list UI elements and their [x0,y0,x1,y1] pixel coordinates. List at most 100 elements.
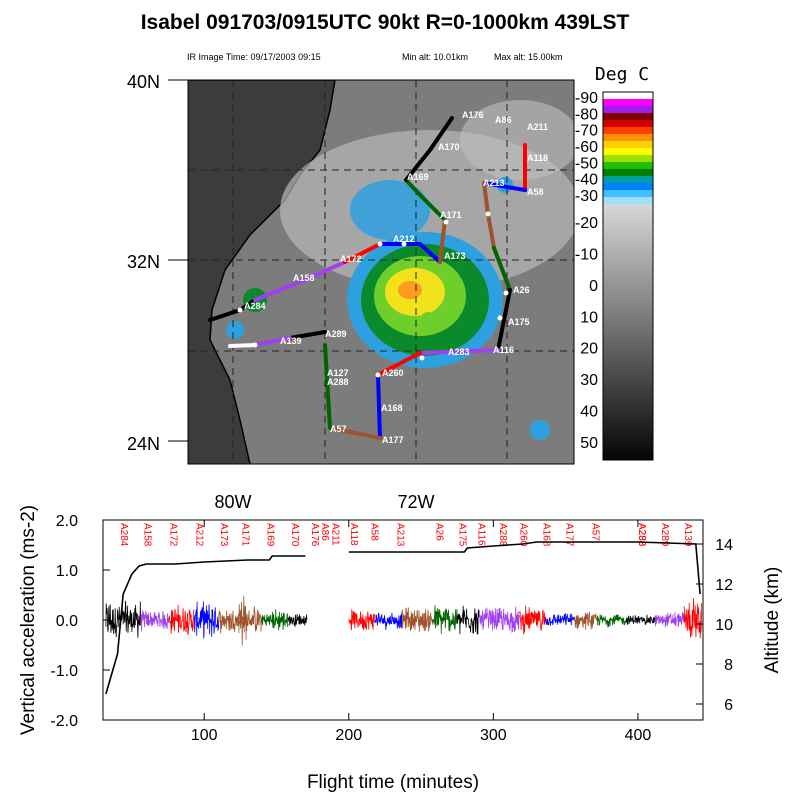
acceleration-trace-red [348,609,376,631]
track-marker [443,219,449,225]
convection-cell [226,321,244,339]
acceleration-trace-blue [545,613,575,626]
acceleration-trace-black [626,614,656,625]
track-label: A211 [527,122,548,132]
track-label: A86 [495,115,512,125]
waypoint-label: A170 [289,523,300,547]
track-label: A175 [508,317,530,327]
track-label: A288 [327,377,349,387]
waypoint-label: A177 [564,523,575,547]
acceleration-trace-brown [573,611,598,630]
waypoint-label: A58 [368,523,379,541]
waypoint-label: A284 [118,523,129,547]
waypoint-label: A26 [433,523,444,541]
track-label: A283 [448,347,470,357]
colorbar-swatch [603,190,653,198]
y-tick-label: -1.0 [50,663,78,680]
track-marker [237,307,243,313]
track-segment [228,343,257,348]
max-altitude: Max alt: 15.00km [494,52,563,62]
track-segment [482,181,527,192]
colorbar-tick-label: 20 [580,341,598,358]
latitude-labels: 40N 32N 24N [127,72,160,454]
waypoint-label: A176 [309,523,320,547]
waypoint-label: A173 [218,523,229,547]
lat-label: 24N [127,434,160,454]
waypoint-label: A118 [348,523,359,546]
hurricane-eye [421,312,435,324]
y-tick-label: 1.0 [56,563,78,580]
acceleration-trace-green [432,605,458,634]
track-label: A289 [325,329,347,339]
acceleration-trace-green [597,614,627,628]
colorbar-swatch [603,183,653,191]
colorbar-tick-label: -60 [575,139,598,156]
lat-label: 32N [127,252,160,272]
y-right-tick-label: 12 [715,577,733,594]
track-label: A170 [438,142,460,152]
track-label: A116 [493,345,514,355]
track-marker [375,372,381,378]
track-segment [376,373,382,440]
waypoint-label: A168 [540,523,551,547]
satellite-map: A176 A86 A211 A170 A118 A169 A213 A58 A1… [127,72,575,512]
track-label: A168 [381,403,403,413]
colorbar-swatch [603,127,653,135]
altitude-line [105,555,306,695]
acceleration-trace-red [683,598,702,639]
track-marker [485,211,491,217]
colorbar-swatch [603,99,653,107]
waypoint-label: A86 [319,523,330,541]
track-label: A127 [327,368,349,378]
track-segment [404,178,447,222]
waypoint-label: A283 [636,523,647,547]
track-label: A213 [483,178,505,188]
waypoint-label: A288 [636,523,647,547]
acceleration-trace-red [169,604,195,636]
track-label: A169 [407,172,429,182]
track-label: A176 [462,110,484,120]
coastline [188,80,336,464]
track-marker [252,342,258,348]
acceleration-trace-black [105,600,141,638]
y-axis-label: Vertical acceleration (ms-2) [18,505,39,735]
track-label: A173 [444,251,466,261]
colorbar-swatch [603,141,653,149]
lat-label: 40N [127,72,160,92]
y-tick-label: -2.0 [50,713,78,730]
acceleration-trace-blue [374,611,403,630]
colorbar-tick-label: -50 [575,155,598,172]
acceleration-trace-brown [401,607,433,632]
track-marker [401,241,407,247]
y-tick-label: 0.0 [56,613,78,630]
waypoint-label: A289 [659,523,670,547]
colorbar-tick-label: 0 [589,278,598,295]
chart-axes: 100 200 300 400 2.0 1.0 0.0 -1.0 -2.0 6 8 10 12 14 [50,513,733,744]
colorbar-tick-label: 50 [580,435,598,452]
map-frame [187,79,575,465]
colorbar-swatch [603,113,653,121]
y-right-tick-label: 10 [715,617,733,634]
track-label: A158 [293,273,315,283]
track-segment [378,242,442,264]
colorbar-tick-label: 30 [580,372,598,389]
track-markers [237,211,509,378]
acceleration-trace-purple [140,610,170,632]
acceleration-trace-black [287,614,308,627]
y-tick-label: 2.0 [56,513,78,530]
track-label: A212 [393,234,415,244]
track-segment [496,288,512,352]
track-label: A26 [513,285,530,295]
x-tick-label: 100 [191,727,218,744]
colorbar-swatch [603,92,653,100]
track-marker [497,315,503,321]
colorbar-swatch [603,106,653,114]
convection-cell [530,420,550,440]
x-tick-label: 300 [480,727,507,744]
acceleration-trace-green [261,609,289,631]
colorbar-title: Deg C [595,64,649,85]
track-label: A139 [280,336,302,346]
colorbar: Deg C -90-80-70-60-50-40-30 -20 -10 0 10 20 30… [575,64,654,461]
colorbar-blocks [602,91,654,461]
waypoint-label: A116 [475,523,486,546]
